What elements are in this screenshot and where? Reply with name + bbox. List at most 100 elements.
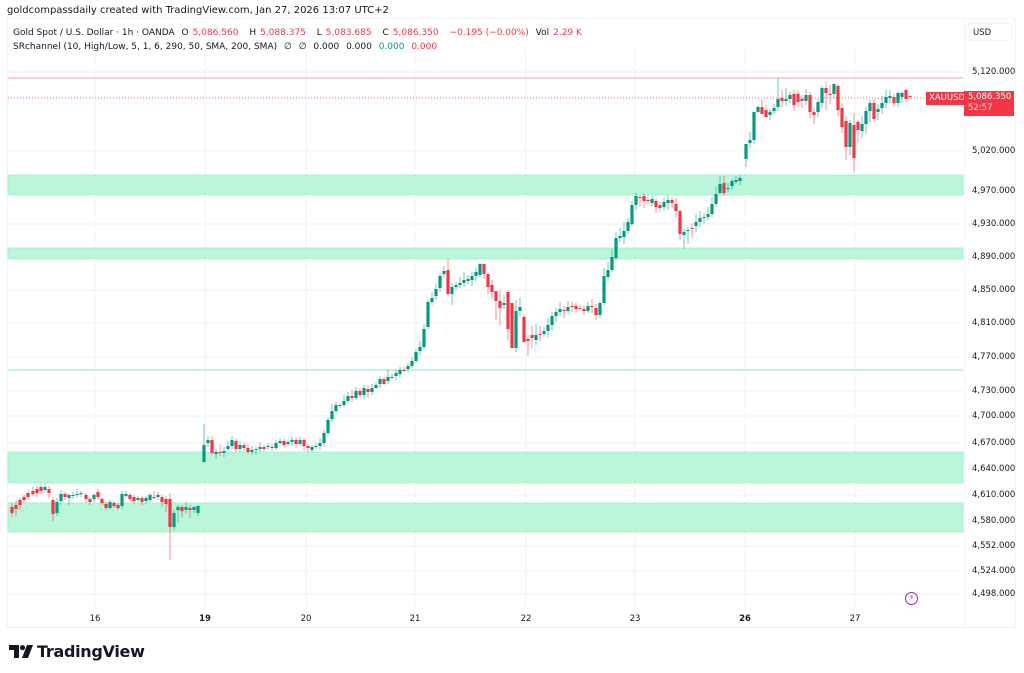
candle-body xyxy=(514,311,518,348)
candle-body xyxy=(152,497,156,498)
candle-body xyxy=(904,90,908,99)
candle-body xyxy=(722,183,726,193)
candle-body xyxy=(128,495,132,499)
candle-body xyxy=(168,499,172,527)
candle-body xyxy=(776,99,780,107)
candle-body xyxy=(546,325,550,331)
candle-body xyxy=(92,495,96,499)
candle-body xyxy=(502,303,506,305)
candle-body xyxy=(590,306,594,307)
candle-body xyxy=(108,502,112,508)
price-tick-label: 4,498.000 xyxy=(972,589,1016,599)
candle-body xyxy=(160,497,164,502)
candle-body xyxy=(47,489,51,493)
candle-body xyxy=(346,396,350,401)
price-axis[interactable] xyxy=(964,18,1017,628)
candle-body xyxy=(622,231,626,237)
candle-body xyxy=(314,446,318,447)
candle-body xyxy=(116,505,120,508)
last-price-tag: 5,086.350 52:57 xyxy=(964,91,1014,116)
candle-body xyxy=(654,201,658,207)
candle-body xyxy=(682,232,686,235)
candle-body xyxy=(144,498,148,501)
time-tick-label: 23 xyxy=(629,614,641,624)
candle-body xyxy=(390,377,394,378)
tradingview-logo: TradingView xyxy=(9,642,145,661)
candle-body xyxy=(326,420,330,433)
candle-body xyxy=(816,102,820,112)
candle-body xyxy=(422,329,426,347)
candle-body xyxy=(550,316,554,325)
candle-body xyxy=(840,108,844,127)
candle-body xyxy=(498,301,502,308)
candle-body xyxy=(306,446,310,448)
candle-body xyxy=(238,445,242,449)
sr-zone xyxy=(7,247,964,260)
candle-body xyxy=(658,205,662,208)
lightning-icon[interactable]: ⚡ xyxy=(905,592,918,605)
candle-body xyxy=(582,309,586,311)
currency-button[interactable]: USD xyxy=(966,23,1012,41)
candle-body xyxy=(618,236,622,238)
candle-body xyxy=(418,347,422,351)
candle-body xyxy=(542,331,546,334)
candle-body xyxy=(474,272,478,276)
time-tick-label: 21 xyxy=(409,614,421,624)
candle-body xyxy=(310,447,314,450)
candle-body xyxy=(35,489,39,493)
high-value: 5,088.375 xyxy=(260,28,306,38)
logo-text: TradingView xyxy=(37,642,145,661)
candle-body xyxy=(734,180,738,182)
candle-body xyxy=(518,307,522,311)
indicator-name[interactable]: SRchannel (10, High/Low, 5, 1, 6, 290, 5… xyxy=(13,42,278,52)
candle-body xyxy=(578,308,582,309)
time-tick-label: 26 xyxy=(739,614,751,624)
candle-body xyxy=(222,451,226,453)
candle-body xyxy=(322,433,326,443)
candle-body xyxy=(530,335,534,338)
candle-body xyxy=(132,497,136,501)
candle-body xyxy=(31,491,35,494)
candle-body xyxy=(788,95,792,99)
candle-body xyxy=(606,270,610,277)
candle-body xyxy=(482,264,486,274)
candle-body xyxy=(626,222,630,231)
candle-body xyxy=(84,495,88,499)
candle-body xyxy=(586,306,590,311)
candle-body xyxy=(71,495,75,496)
candle-body xyxy=(868,103,872,111)
candle-body xyxy=(196,506,200,513)
candle-body xyxy=(14,505,18,509)
price-tick-label: 4,730.000 xyxy=(972,386,1016,396)
candle-body xyxy=(844,121,848,147)
candle-body xyxy=(370,388,374,392)
candle-body xyxy=(51,500,55,514)
candle-body xyxy=(172,513,176,527)
symbol-description[interactable]: Gold Spot / U.S. Dollar · 1h · OANDA xyxy=(13,28,175,38)
sr-zone xyxy=(7,451,964,484)
symbol-price-tag: XAUUSD xyxy=(926,92,969,105)
candle-body xyxy=(772,108,776,111)
candle-body xyxy=(454,285,458,287)
volume-value: 2.29 K xyxy=(553,28,582,38)
candle-body xyxy=(450,287,454,294)
candle-body xyxy=(79,493,83,494)
candle-body xyxy=(458,283,462,285)
candle-body xyxy=(610,257,614,270)
candle-body xyxy=(362,388,366,395)
price-tick-label: 4,770.000 xyxy=(972,352,1016,362)
chart-legend: Gold Spot / U.S. Dollar · 1h · OANDA O 5,… xyxy=(13,26,590,54)
candle-body xyxy=(192,507,196,510)
candle-body xyxy=(246,448,250,452)
candle-body xyxy=(112,503,116,506)
candle-body xyxy=(210,440,214,453)
candle-body xyxy=(438,276,442,288)
candle-body xyxy=(430,298,434,302)
ohlc-row: Gold Spot / U.S. Dollar · 1h · OANDA O 5,… xyxy=(13,28,582,38)
candle-body xyxy=(26,493,30,497)
candle-body xyxy=(594,308,598,315)
candle-body xyxy=(602,276,606,303)
candle-body xyxy=(662,202,666,207)
candle-body xyxy=(266,446,270,447)
